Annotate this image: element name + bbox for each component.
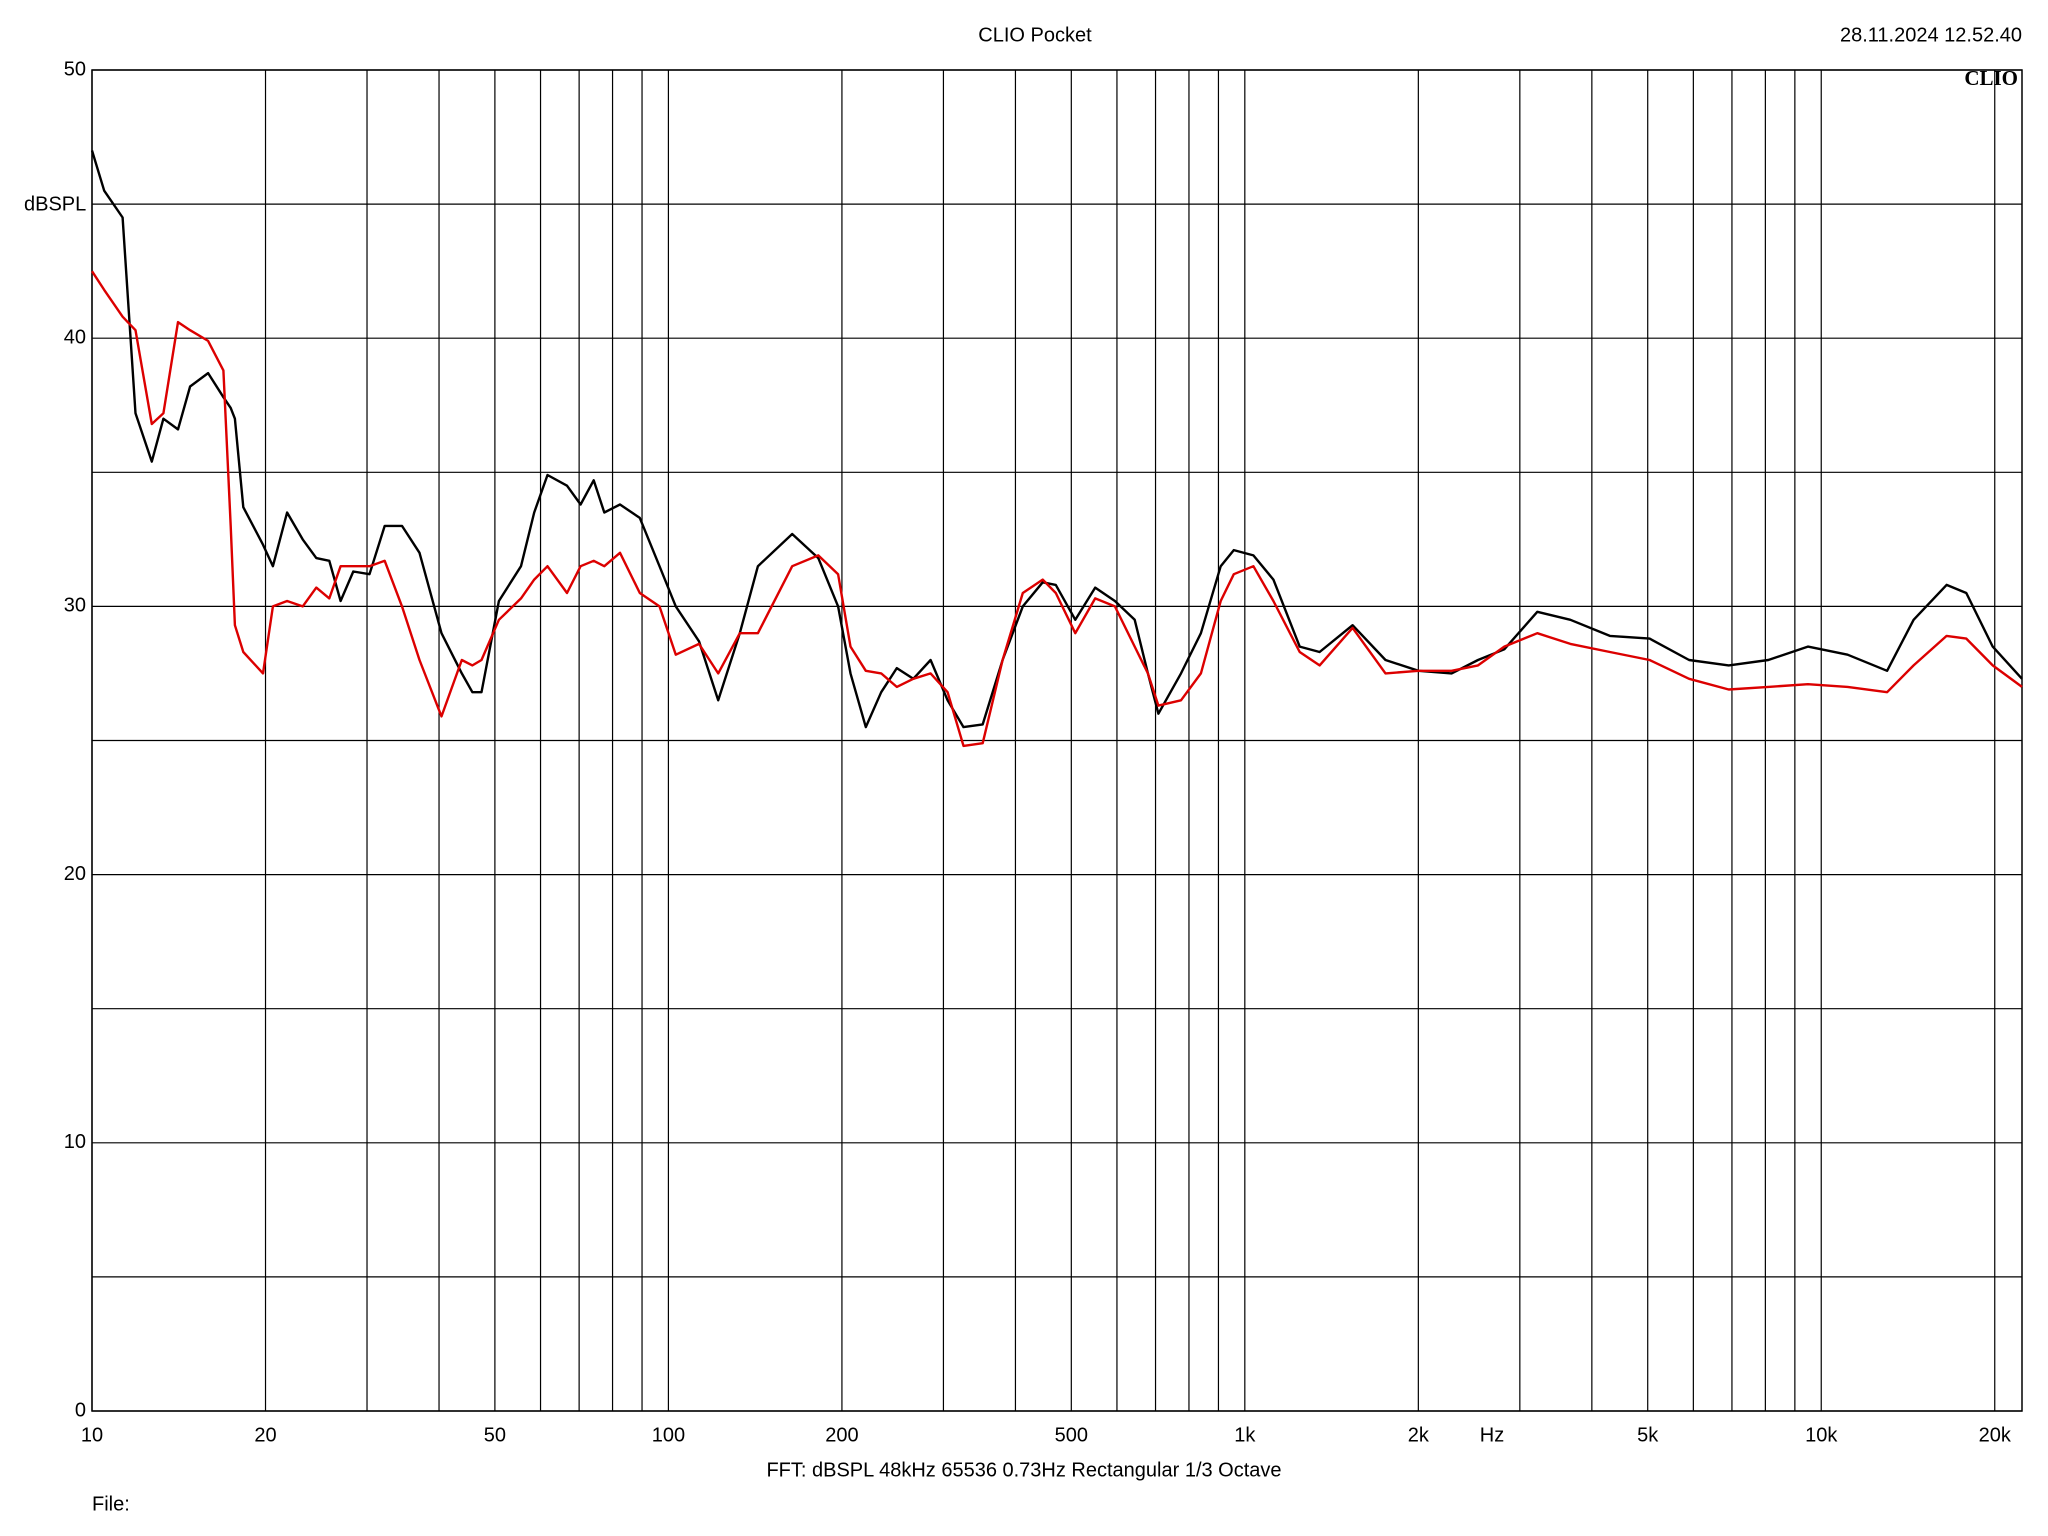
series-line xyxy=(90,150,2023,729)
timestamp: 28.11.2024 12.52.40 xyxy=(1840,24,2022,46)
x-tick-label: 50 xyxy=(484,1424,506,1446)
x-tick-label: 100 xyxy=(652,1424,685,1446)
x-tick-label: 20k xyxy=(1979,1424,2012,1446)
plot-frame xyxy=(91,69,2023,1412)
file-label: File: xyxy=(92,1493,130,1515)
y-axis-label: dBSPL xyxy=(24,193,86,215)
footer: FFT: dBSPL 48kHz 65536 0.73Hz Rectangula… xyxy=(766,1459,1281,1481)
x-tick-label: 1k xyxy=(1234,1424,1256,1446)
x-tick-label: 10 xyxy=(81,1424,103,1446)
y-tick-label: 10 xyxy=(64,1131,86,1153)
y-tick-label: 50 xyxy=(64,58,86,80)
x-tick-label: 200 xyxy=(825,1424,858,1446)
y-tick-label: 40 xyxy=(64,326,86,348)
x-tick-label: 2k xyxy=(1408,1424,1430,1446)
chart-title: CLIO Pocket xyxy=(978,24,1092,46)
x-tick-label: 500 xyxy=(1055,1424,1088,1446)
y-tick-label: 30 xyxy=(64,595,86,617)
y-tick-label: 0 xyxy=(75,1399,86,1421)
y-tick-label: 20 xyxy=(64,863,86,885)
x-tick-label: 10k xyxy=(1805,1424,1838,1446)
x-axis-label: Hz xyxy=(1480,1424,1504,1446)
series-line xyxy=(90,270,2023,748)
logo: CLIO xyxy=(1964,66,2018,90)
x-tick-label: 20 xyxy=(254,1424,276,1446)
x-tick-label: 5k xyxy=(1637,1424,1659,1446)
